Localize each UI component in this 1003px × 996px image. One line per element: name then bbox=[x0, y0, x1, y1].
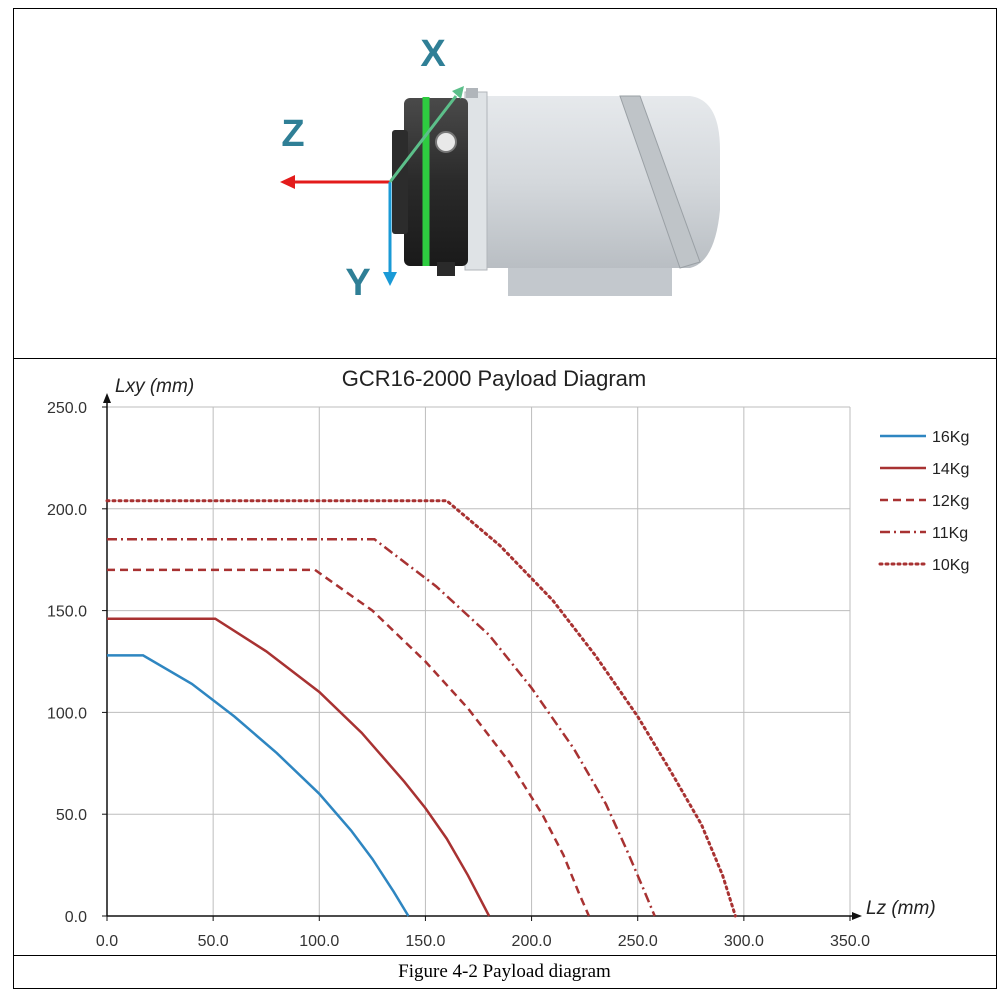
series-line-11kg bbox=[107, 538, 656, 917]
x-tick-label: 300.0 bbox=[724, 933, 764, 950]
x-tick-label: 100.0 bbox=[299, 933, 339, 950]
x-axis-arrowhead bbox=[852, 912, 862, 920]
y-tick-label: 100.0 bbox=[47, 705, 87, 722]
y-tick-label: 250.0 bbox=[47, 400, 87, 417]
chart-series bbox=[105, 499, 737, 918]
figure-caption: Figure 4-2 Payload diagram bbox=[398, 961, 611, 982]
y-tick-label: 0.0 bbox=[65, 909, 87, 926]
legend-label-14kg: 14Kg bbox=[932, 461, 969, 478]
y-axis-arrow bbox=[383, 182, 397, 286]
payload-chart: GCR16-2000 Payload Diagram Lxy (mm) Lz (… bbox=[47, 366, 969, 950]
chart-legend: 16Kg 14Kg 12Kg 11Kg 10Kg bbox=[878, 429, 969, 574]
chart-title: GCR16-2000 Payload Diagram bbox=[342, 366, 647, 391]
legend-label-11kg: 11Kg bbox=[932, 525, 968, 542]
y-axis-arrowhead bbox=[103, 393, 111, 403]
x-tick-label: 150.0 bbox=[405, 933, 445, 950]
z-axis-arrow bbox=[280, 175, 390, 189]
chart-ticks: 0.0 50.0 100.0 150.0 200.0 250.0 300.0 350.0 0.0… bbox=[47, 400, 870, 950]
x-tick-label: 350.0 bbox=[830, 933, 870, 950]
x-tick-label: 200.0 bbox=[512, 933, 552, 950]
y-tick-label: 50.0 bbox=[56, 807, 87, 824]
robot-flange-illustration: X Z Y bbox=[280, 33, 720, 304]
x-tick-label: 0.0 bbox=[96, 933, 118, 950]
x-axis-arrow bbox=[388, 86, 464, 183]
x-axis-label: Lz (mm) bbox=[866, 898, 936, 919]
legend-label-12kg: 12Kg bbox=[932, 493, 969, 510]
y-tick-label: 200.0 bbox=[47, 502, 87, 519]
legend-label-10kg: 10Kg bbox=[932, 557, 969, 574]
x-tick-label: 50.0 bbox=[198, 933, 229, 950]
z-axis-letter: Z bbox=[281, 113, 304, 155]
y-axis-label: Lxy (mm) bbox=[115, 376, 194, 397]
series-line-14kg bbox=[107, 617, 491, 917]
tool-flange bbox=[392, 88, 478, 276]
series-line-10kg bbox=[105, 499, 737, 918]
robot-body bbox=[464, 91, 720, 296]
y-axis-letter: Y bbox=[345, 262, 370, 304]
series-line-12kg bbox=[107, 568, 591, 917]
series-line-16kg bbox=[107, 654, 410, 917]
caption-cell-border bbox=[13, 955, 997, 989]
legend-label-16kg: 16Kg bbox=[932, 429, 969, 446]
x-axis-letter: X bbox=[420, 33, 446, 75]
chart-grid bbox=[103, 393, 862, 920]
y-tick-label: 150.0 bbox=[47, 604, 87, 621]
x-tick-label: 250.0 bbox=[618, 933, 658, 950]
